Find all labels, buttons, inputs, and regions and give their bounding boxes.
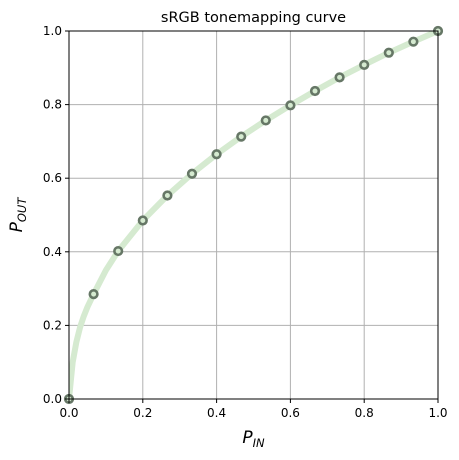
chart-title: sRGB tonemapping curve — [161, 10, 346, 26]
grid — [68, 30, 439, 400]
data-point — [309, 85, 321, 97]
data-point — [383, 47, 394, 58]
data-point — [260, 115, 271, 126]
tick-layer: 0.0 0.2 0.4 0.6 0.8 1.0 0.0 0.2 0.4 0.6 0.8 1.0 — [43, 24, 448, 420]
x-axis-label: PIN — [242, 428, 265, 450]
y-tick-label: 0.6 — [43, 171, 62, 185]
x-axis-label-subscript: IN — [253, 436, 265, 450]
y-axis-label-base: P — [7, 221, 27, 232]
data-point — [88, 289, 99, 300]
x-tick-label: 0.8 — [355, 406, 374, 420]
y-tick-label: 0.2 — [43, 318, 62, 332]
x-tick-label: 0.4 — [207, 406, 226, 420]
y-axis-label: POUT — [7, 197, 29, 233]
curve-layer — [69, 31, 438, 399]
x-axis-label-base: P — [242, 428, 253, 448]
y-axis-label-subscript: OUT — [15, 197, 29, 222]
series-curve — [69, 31, 438, 399]
data-point — [285, 100, 296, 111]
y-tick-label: 0.4 — [43, 245, 62, 259]
plot-frame — [68, 30, 439, 400]
data-point — [236, 131, 247, 142]
data-point — [211, 149, 222, 160]
marker-layer — [63, 25, 444, 405]
y-tick-label: 0.8 — [43, 98, 62, 112]
data-point — [334, 72, 345, 83]
y-tick-label: 1.0 — [43, 24, 62, 38]
x-tick-label: 0.2 — [133, 406, 152, 420]
x-tick-label: 0.0 — [59, 406, 78, 420]
data-point — [186, 168, 198, 179]
x-tick-label: 0.6 — [281, 406, 300, 420]
data-point — [359, 59, 370, 70]
x-tick-label: 1.0 — [428, 406, 447, 420]
data-point — [137, 215, 148, 226]
data-point — [113, 245, 124, 257]
data-point — [162, 190, 173, 201]
y-tick-label: 0.0 — [43, 392, 62, 406]
data-point — [408, 36, 419, 47]
